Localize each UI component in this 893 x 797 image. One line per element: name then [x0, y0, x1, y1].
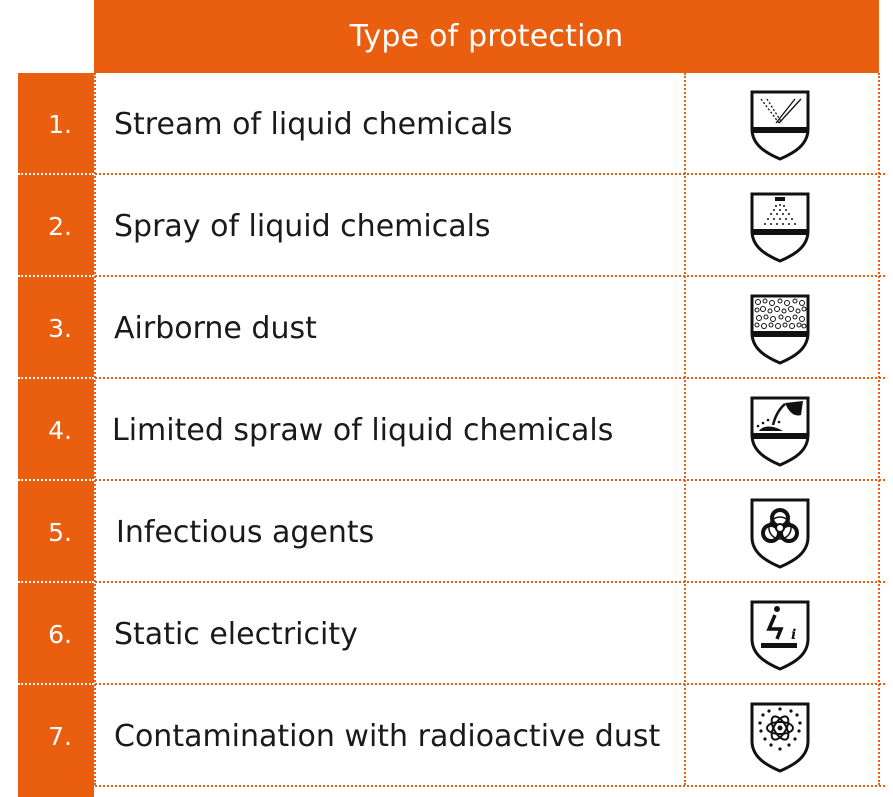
row-divider — [18, 683, 94, 685]
row-divider — [18, 581, 885, 583]
row-divider — [18, 785, 885, 787]
row-number: 5. — [48, 517, 72, 547]
row-divider — [18, 173, 885, 175]
header-title: Type of protection — [349, 19, 624, 54]
table-row: 4. Limited spraw of liquid chemicals — [18, 379, 885, 481]
row-number: 6. — [48, 619, 72, 649]
row-label: Infectious agents — [116, 514, 375, 550]
row-divider — [18, 275, 885, 277]
row-label: Contamination with radioactive dust — [114, 718, 661, 754]
row-label: Static electricity — [114, 616, 358, 652]
radioactive-contamination-icon — [749, 701, 811, 773]
static-electricity-icon: i — [749, 599, 811, 671]
table-header: Type of protection — [94, 0, 879, 73]
row-divider — [18, 275, 94, 277]
table-row: 2. Spray of liquid chemicals — [18, 175, 885, 277]
row-number: 1. — [48, 109, 72, 139]
table-row: 7. Contamination with radioactive dust — [18, 685, 885, 787]
row-label: Stream of liquid chemicals — [114, 106, 513, 142]
row-label: Airborne dust — [114, 310, 317, 346]
row-number: 2. — [48, 211, 72, 241]
row-number: 4. — [48, 415, 72, 445]
row-number: 7. — [48, 721, 72, 751]
table-row: 6. Static electricity i — [18, 583, 885, 685]
row-number: 3. — [48, 313, 72, 343]
row-divider — [18, 479, 885, 481]
column-divider-left — [94, 73, 96, 785]
number-column — [18, 73, 94, 797]
liquid-jet-icon — [749, 89, 811, 161]
row-divider — [18, 683, 885, 685]
row-label: Spray of liquid chemicals — [114, 208, 491, 244]
biohazard-icon — [749, 497, 811, 569]
row-divider — [18, 581, 94, 583]
table-row: 5. Infectious agents — [18, 481, 885, 583]
dust-particles-icon — [749, 293, 811, 365]
column-divider-right — [878, 73, 880, 785]
row-label: Limited spraw of liquid chemicals — [112, 412, 614, 448]
svg-text:i: i — [791, 627, 796, 643]
row-divider — [18, 377, 885, 379]
row-divider — [18, 173, 94, 175]
row-divider — [18, 479, 94, 481]
spray-icon — [749, 191, 811, 263]
pouring-liquid-icon — [749, 395, 811, 467]
table-row: 1. Stream of liquid chemicals — [18, 73, 885, 175]
row-divider — [18, 377, 94, 379]
table-row: 3. Airborne dust — [18, 277, 885, 379]
column-divider-icons — [684, 73, 686, 785]
